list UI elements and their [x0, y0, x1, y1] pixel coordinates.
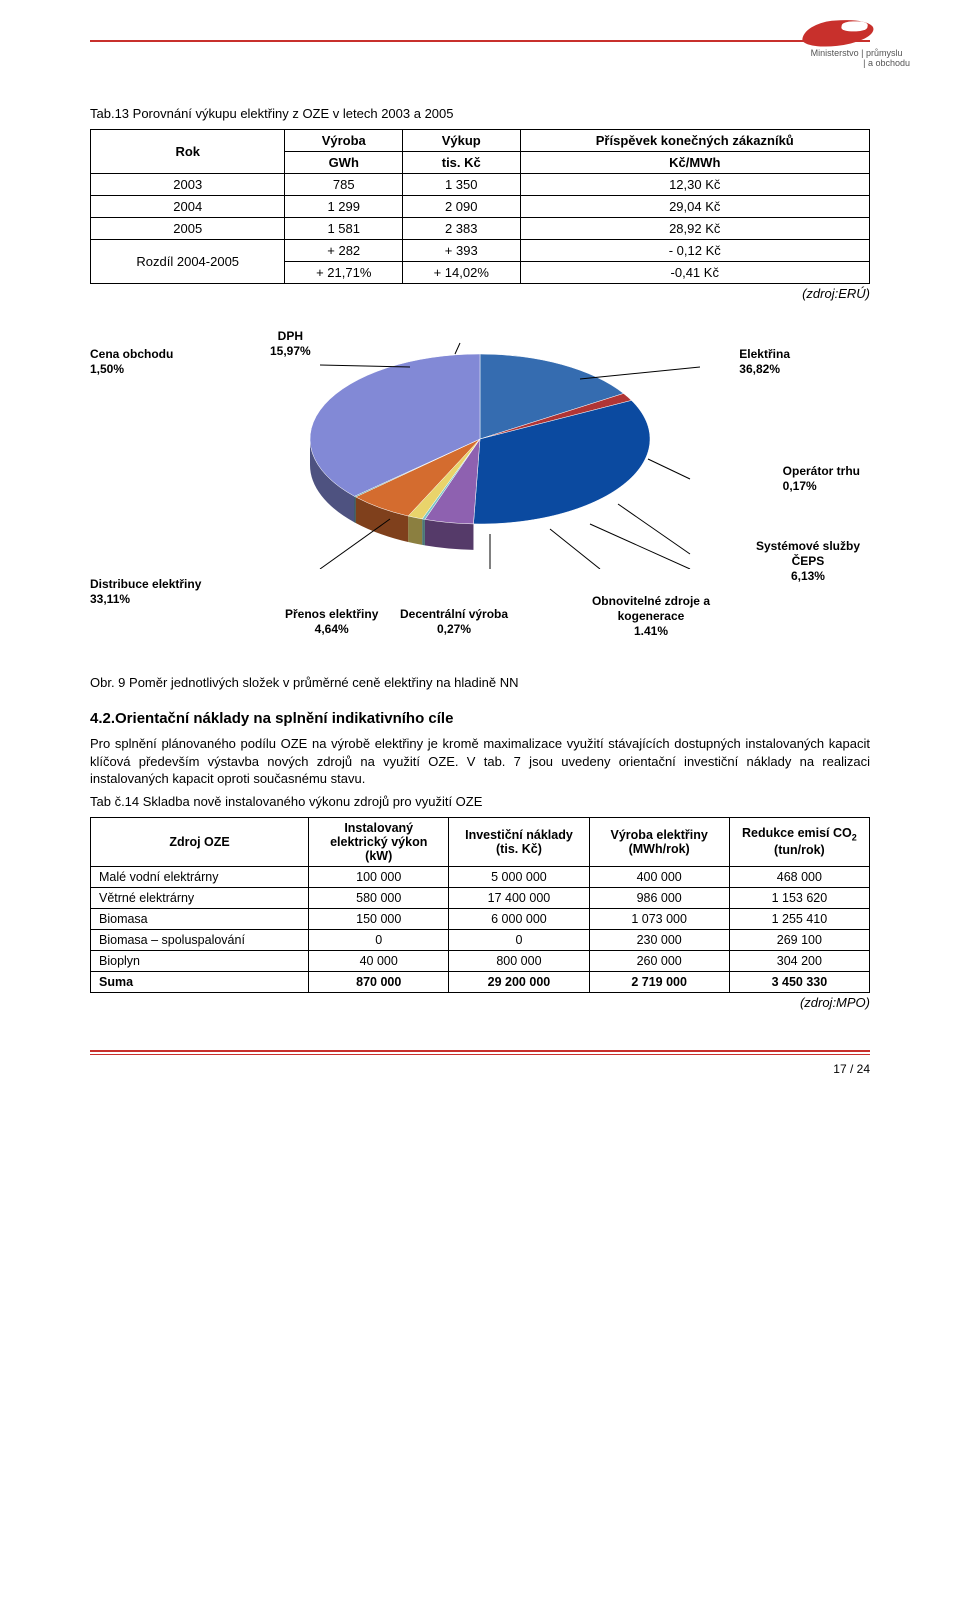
- table14-source: (zdroj:MPO): [90, 995, 870, 1010]
- th-prisp: Příspěvek konečných zákazníků: [520, 130, 870, 152]
- th-rok: Rok: [91, 130, 285, 174]
- pie-label-op: Operátor trhu 0,17%: [783, 464, 860, 494]
- table-row-sum: Suma 870 000 29 200 000 2 719 000 3 450 …: [91, 971, 870, 992]
- ministry-logo: Ministerstvo | průmyslu | a obchodu: [803, 20, 910, 68]
- th-instal: Instalovaný elektrický výkon (kW): [309, 817, 449, 866]
- table-row: 2004 1 299 2 090 29,04 Kč: [91, 196, 870, 218]
- th-vykup-unit: tis. Kč: [402, 152, 520, 174]
- page-number: 17 / 24: [90, 1062, 870, 1076]
- th-prisp-unit: Kč/MWh: [520, 152, 870, 174]
- th-redukce: Redukce emisí CO2 (tun/rok): [729, 817, 869, 866]
- table-row: Větrné elektrárny580 00017 400 000986 00…: [91, 887, 870, 908]
- table-row: Bioplyn40 000800 000260 000304 200: [91, 950, 870, 971]
- pie-label-dph: DPH 15,97%: [270, 329, 311, 359]
- pie-label-sys: Systémové služby ČEPS 6,13%: [756, 539, 860, 584]
- section-paragraph: Pro splnění plánovaného podílu OZE na vý…: [90, 735, 870, 788]
- pie-label-dec: Decentrální výroba 0,27%: [400, 607, 508, 637]
- table13-source: (zdroj:ERÚ): [90, 286, 870, 301]
- footer-rule: [90, 1050, 870, 1056]
- table14-title: Tab č.14 Skladba nově instalovaného výko…: [90, 794, 870, 809]
- table-row: Biomasa150 0006 000 0001 073 0001 255 41…: [91, 908, 870, 929]
- section-heading: 4.2.Orientační náklady na splnění indika…: [90, 710, 870, 727]
- table14: Zdroj OZE Instalovaný elektrický výkon (…: [90, 817, 870, 993]
- pie-svg: [260, 329, 700, 569]
- logo-text: Ministerstvo | průmyslu | a obchodu: [803, 48, 910, 68]
- th-zdroj: Zdroj OZE: [91, 817, 309, 866]
- th-vykup: Výkup: [402, 130, 520, 152]
- table-row: 2005 1 581 2 383 28,92 Kč: [91, 218, 870, 240]
- th-naklady: Investiční náklady (tis. Kč): [449, 817, 589, 866]
- table-row: 2003 785 1 350 12,30 Kč: [91, 174, 870, 196]
- pie-label-el: Elektřina 36,82%: [739, 347, 790, 377]
- table-row: Malé vodní elektrárny100 0005 000 000400…: [91, 866, 870, 887]
- figure9-caption: Obr. 9 Poměr jednotlivých složek v průmě…: [90, 675, 870, 690]
- pie-chart: Cena obchodu 1,50% DPH 15,97% Elektřina …: [90, 329, 870, 659]
- table-row: Biomasa – spoluspalování00230 000269 100: [91, 929, 870, 950]
- th-vyroba: Výroba: [285, 130, 403, 152]
- pie-label-obn: Obnovitelné zdroje a kogenerace 1.41%: [592, 594, 710, 639]
- pie-label-dist: Distribuce elektřiny 33,11%: [90, 577, 201, 607]
- table13-title: Tab.13 Porovnání výkupu elektřiny z OZE …: [90, 106, 870, 121]
- th-vyroba-unit: GWh: [285, 152, 403, 174]
- th-vyroba: Výroba elektřiny (MWh/rok): [589, 817, 729, 866]
- table13: Rok Výroba Výkup Příspěvek konečných zák…: [90, 129, 870, 284]
- table-row: Rozdíl 2004-2005 + 282 + 393 - 0,12 Kč: [91, 240, 870, 262]
- pie-label-pren: Přenos elektřiny 4,64%: [285, 607, 378, 637]
- pie-label-cena: Cena obchodu 1,50%: [90, 347, 173, 377]
